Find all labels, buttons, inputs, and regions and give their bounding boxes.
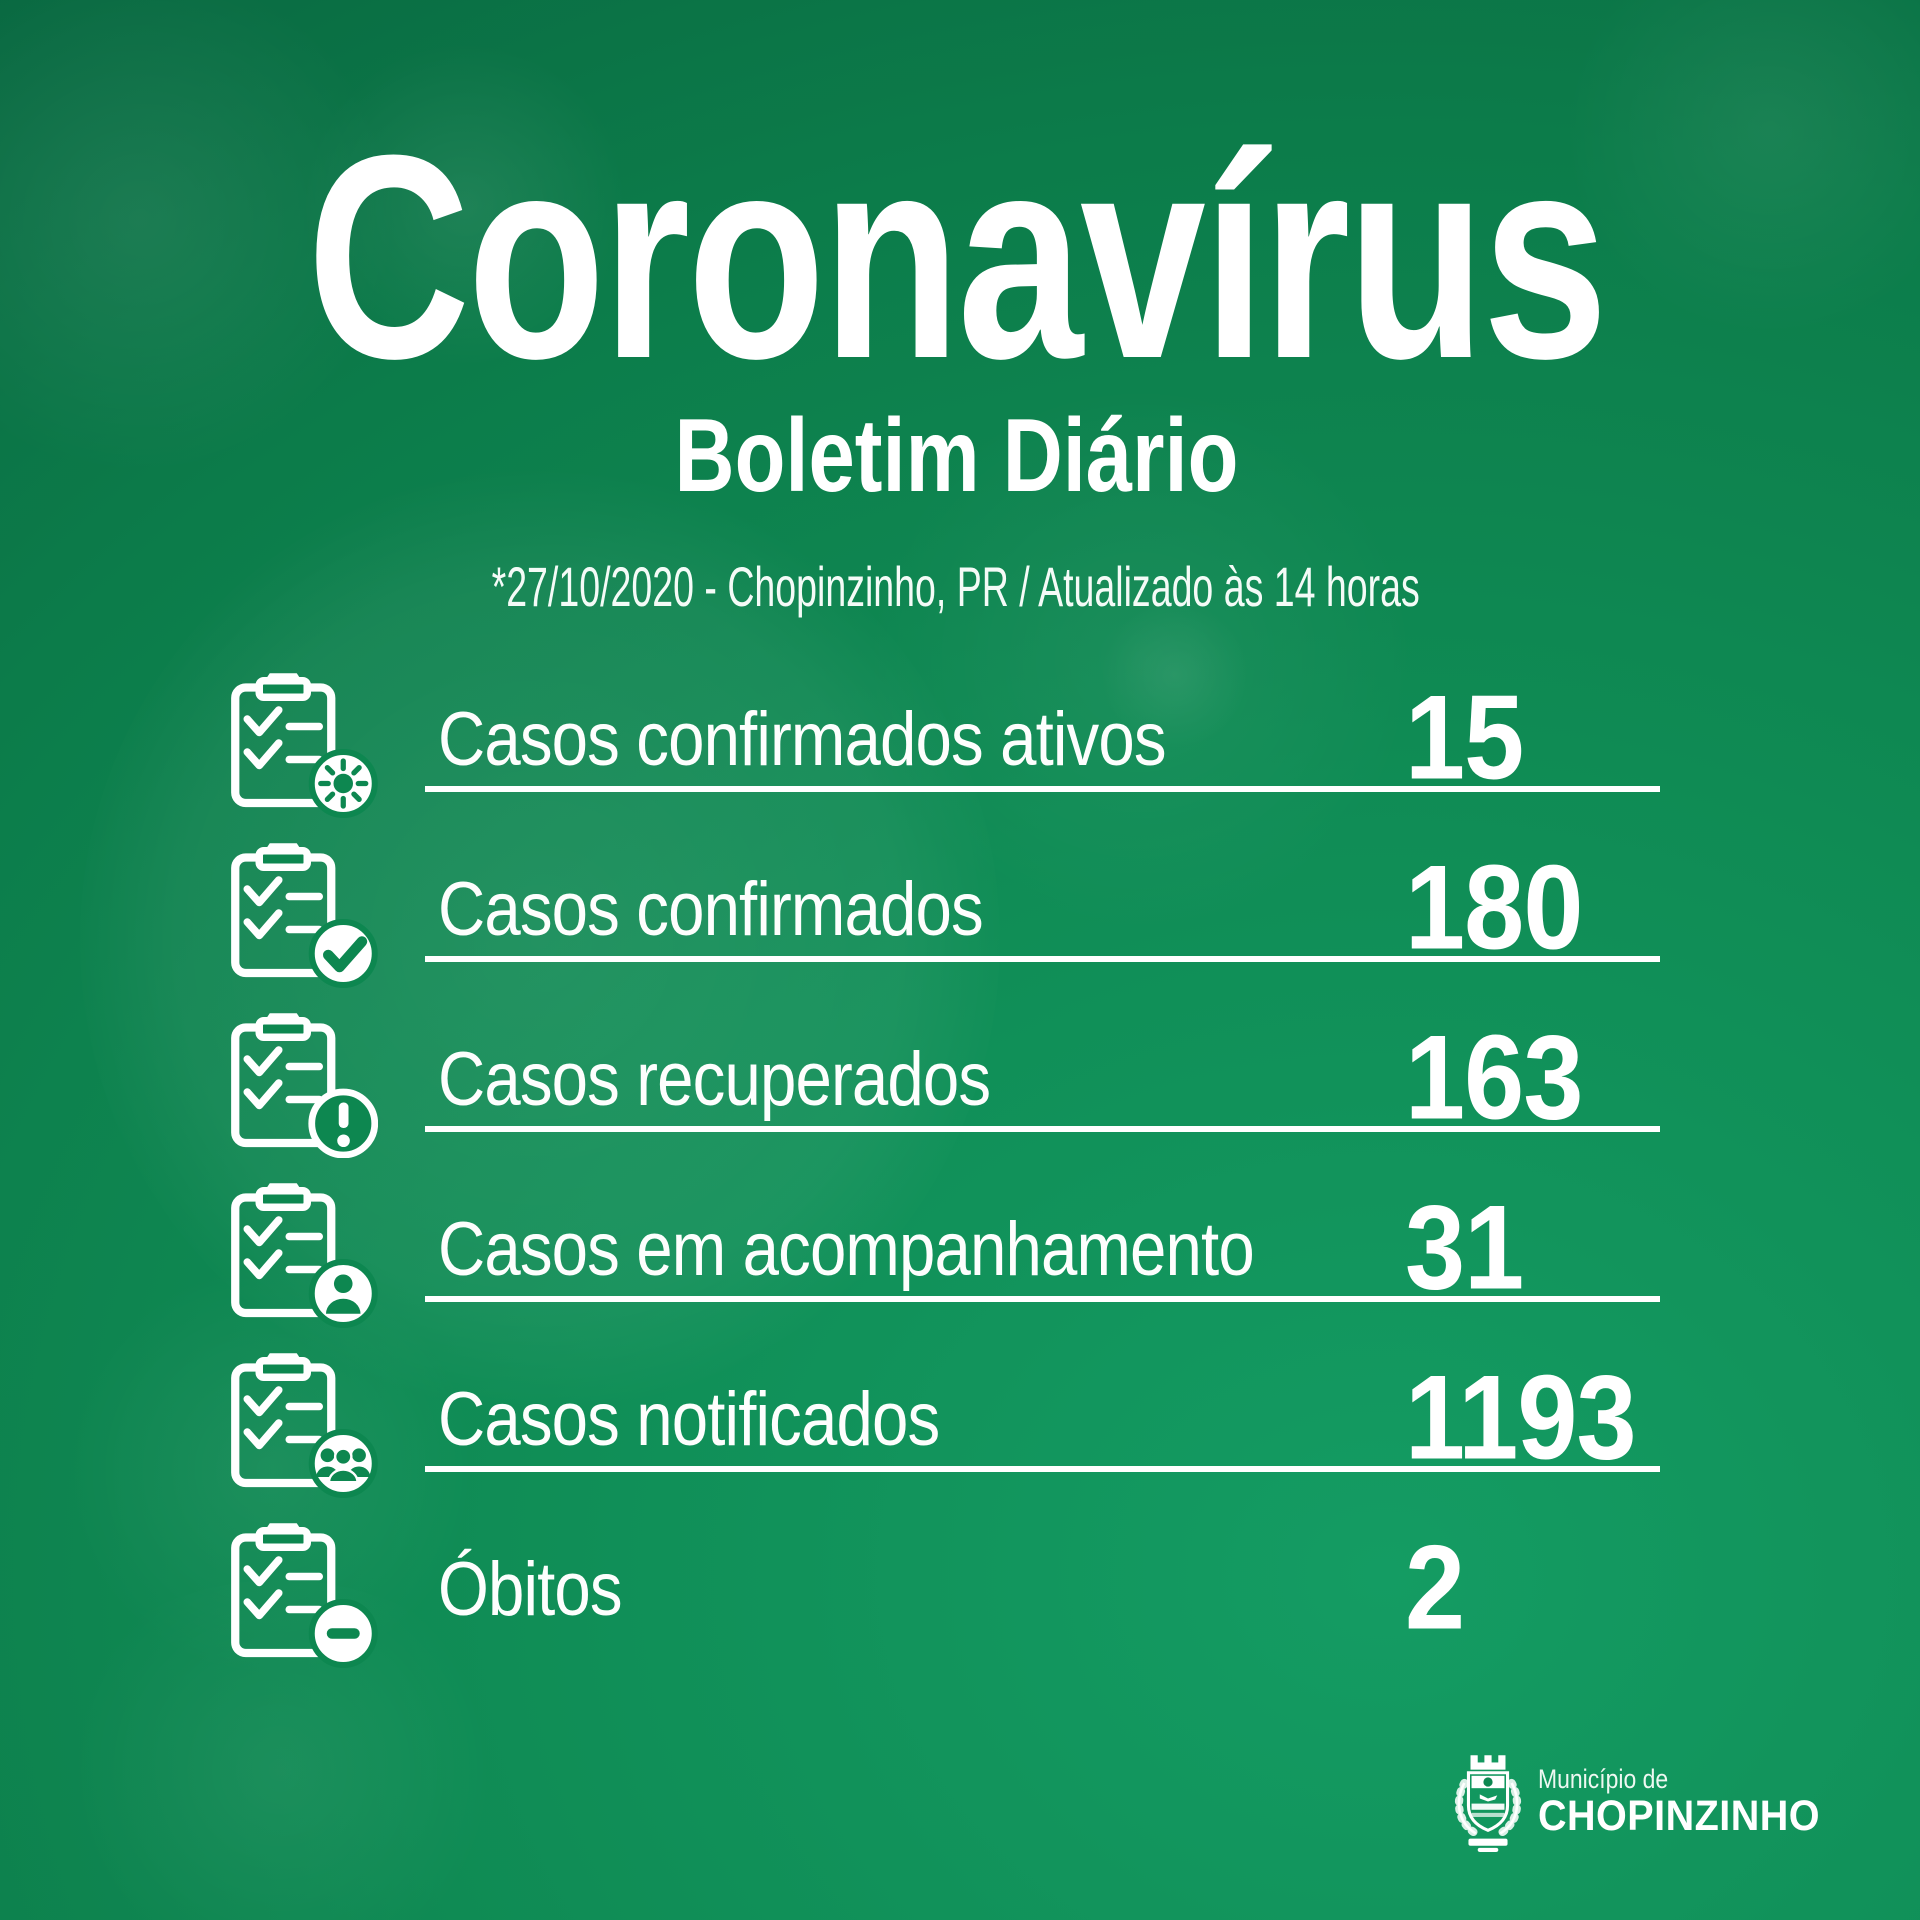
stat-label: Casos notificados — [438, 1377, 940, 1463]
clipboard-icon — [231, 673, 378, 818]
stat-row: Casos confirmados 180 — [220, 792, 1660, 988]
stat-row: Óbitos 2 — [220, 1472, 1660, 1668]
stat-row: Casos confirmados ativos 15 — [220, 622, 1660, 818]
clipboard-person-icon — [308, 1259, 378, 1328]
chopinzinho-coat-of-arms — [1454, 1755, 1522, 1852]
stat-label: Casos em acompanhamento — [438, 1207, 1255, 1293]
stat-value: 163 — [1405, 1010, 1583, 1145]
footer-logo: Município de CHOPINZINHO — [1452, 1746, 1845, 1854]
stat-value: 1193 — [1405, 1350, 1637, 1485]
stat-value: 2 — [1405, 1520, 1465, 1655]
clipboard-icon — [231, 1523, 378, 1668]
stat-label: Casos confirmados ativos — [438, 697, 1167, 783]
stat-value: 15 — [1405, 670, 1524, 805]
stat-label: Casos confirmados — [438, 867, 984, 953]
stat-label: Casos recuperados — [438, 1037, 991, 1123]
clipboard-minus-icon — [308, 1599, 378, 1668]
clipboard-people-icon — [308, 1429, 378, 1498]
header: Coronavírus Boletim Diário *27/10/2020 -… — [0, 112, 1912, 632]
clipboard-sun-icon — [308, 749, 378, 818]
stat-row: Casos recuperados 163 — [220, 962, 1660, 1158]
org-text: Município de CHOPINZINHO — [1538, 1764, 1845, 1838]
org-small-label: Município de — [1538, 1764, 1669, 1794]
page-subtitle: Boletim Diário — [674, 398, 1238, 514]
stat-value: 31 — [1405, 1180, 1524, 1315]
clipboard-icon — [231, 1013, 378, 1158]
clipboard-icon — [231, 843, 378, 988]
org-name-label: CHOPINZINHO — [1538, 1792, 1820, 1840]
clipboard-exclamation-icon — [308, 1088, 378, 1158]
page-title: Coronavírus — [306, 95, 1608, 419]
stat-value: 180 — [1405, 840, 1583, 975]
clipboard-icon — [231, 1353, 378, 1498]
dateline: *27/10/2020 - Chopinzinho, PR / Atualiza… — [491, 555, 1421, 618]
stats-list: Casos confirmados ativos 15 Casos confir… — [220, 622, 1660, 1668]
clipboard-icon — [231, 1183, 378, 1328]
stat-row: Casos em acompanhamento 31 — [220, 1132, 1660, 1328]
stat-row: Casos notificados 1193 — [220, 1302, 1660, 1498]
clipboard-check-icon — [308, 919, 378, 988]
stat-label: Óbitos — [438, 1547, 623, 1633]
